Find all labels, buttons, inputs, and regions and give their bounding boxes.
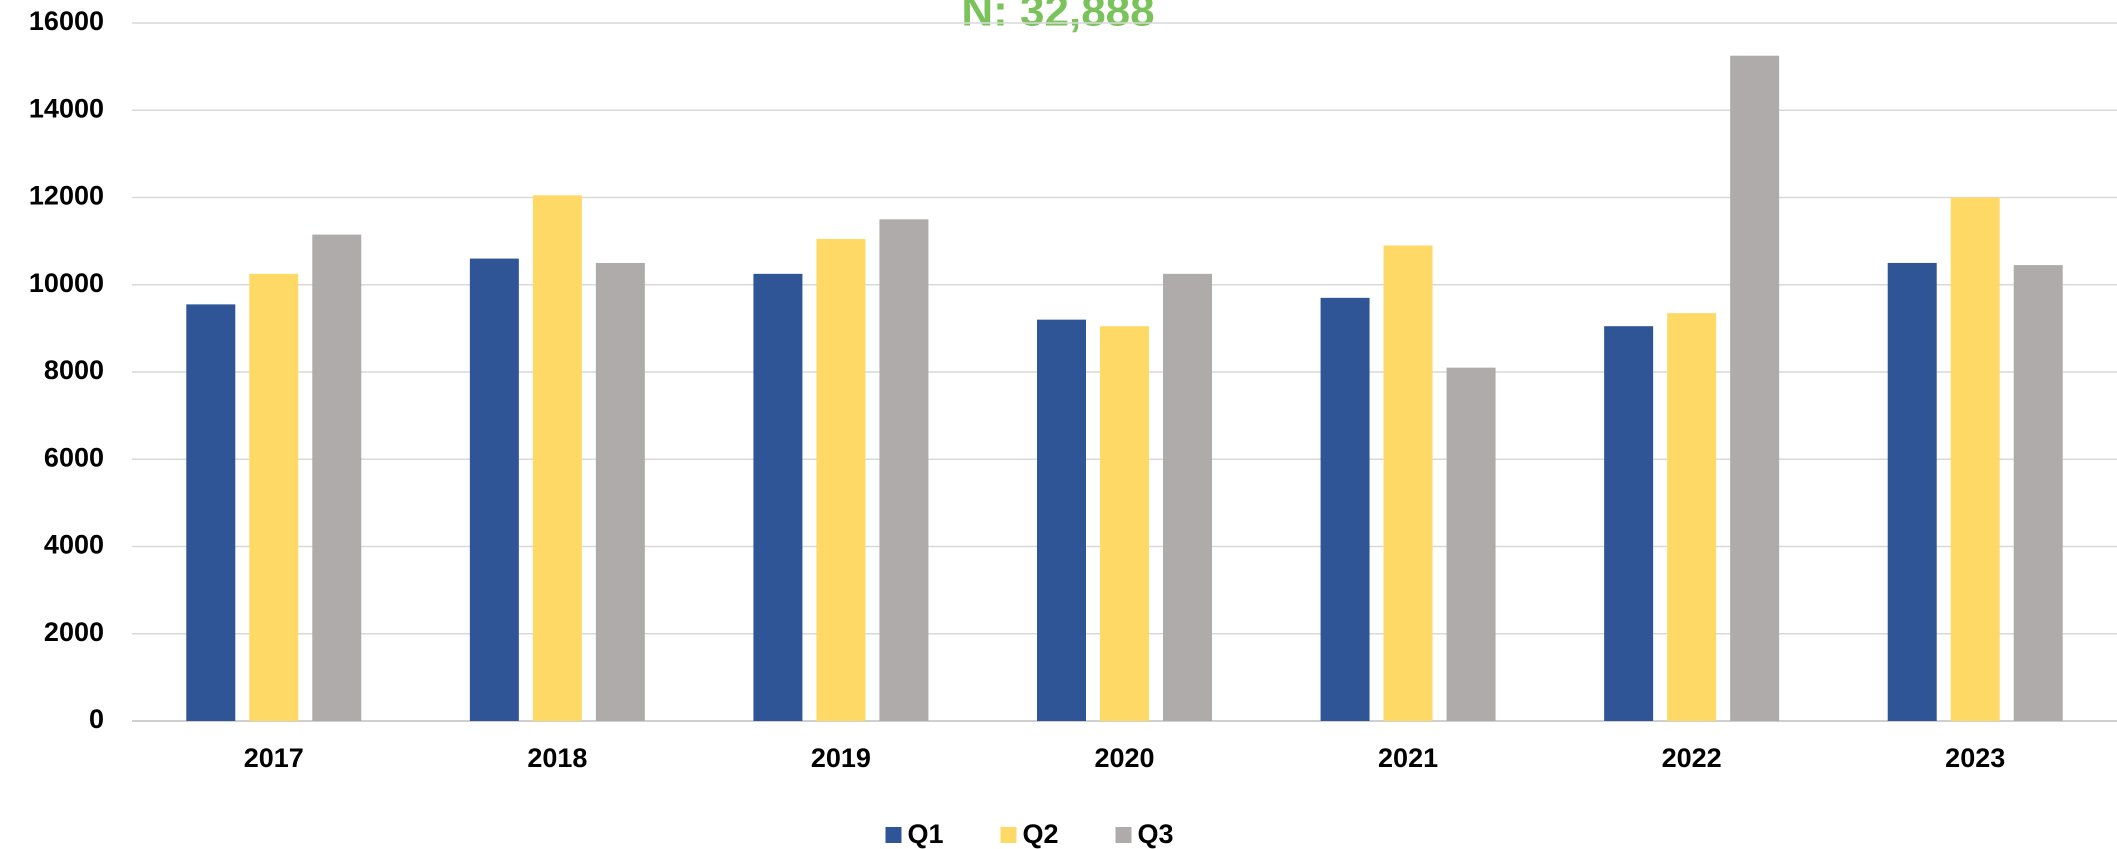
bar — [816, 238, 866, 721]
legend-label: Q1 — [908, 819, 944, 849]
x-tick-label: 2020 — [1094, 743, 1154, 773]
legend-label: Q2 — [1023, 819, 1059, 849]
x-tick-label: 2021 — [1378, 743, 1438, 773]
legend-swatch — [885, 827, 902, 843]
bar — [1950, 197, 2000, 721]
bar — [469, 258, 519, 721]
bar — [249, 273, 299, 721]
x-tick-label: 2017 — [244, 743, 304, 773]
legend-swatch — [1115, 827, 1132, 843]
bar — [1730, 55, 1780, 721]
bar — [1320, 297, 1370, 721]
legend-label: Q3 — [1138, 819, 1174, 849]
y-tick-label: 8000 — [44, 355, 104, 385]
y-tick-label: 4000 — [44, 530, 104, 560]
x-tick-label: 2018 — [527, 743, 587, 773]
bar — [2013, 265, 2063, 721]
y-tick-label: 2000 — [44, 617, 104, 647]
x-tick-label: 2023 — [1945, 743, 2005, 773]
y-tick-label: 10000 — [29, 268, 104, 298]
bar — [1037, 319, 1086, 721]
y-tick-label: 6000 — [44, 442, 104, 472]
x-tick-label: 2019 — [811, 743, 871, 773]
bar — [1383, 245, 1433, 722]
bar — [312, 234, 362, 722]
bar — [1604, 326, 1654, 721]
y-tick-label: 16000 — [29, 6, 104, 36]
x-tick-label: 2022 — [1662, 743, 1722, 773]
bar — [879, 219, 929, 721]
y-tick-label: 14000 — [29, 93, 104, 123]
bar — [1887, 262, 1937, 721]
y-tick-label: 0 — [89, 704, 104, 734]
legend-swatch — [1000, 827, 1017, 843]
bar — [1163, 273, 1212, 721]
bar — [532, 195, 582, 722]
chart-title: N: 32,888 — [961, 0, 1154, 36]
bar — [595, 262, 645, 721]
bar — [186, 304, 236, 721]
bar — [1446, 367, 1496, 721]
bar — [1667, 313, 1717, 721]
bar — [753, 273, 803, 721]
y-tick-label: 12000 — [29, 181, 104, 211]
bar — [1100, 326, 1149, 721]
